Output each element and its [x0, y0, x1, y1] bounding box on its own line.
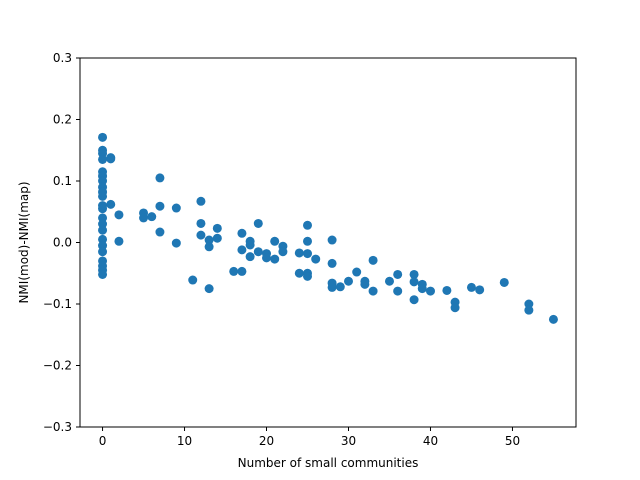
data-point [204, 235, 214, 245]
data-point [548, 314, 558, 324]
data-point [499, 277, 509, 287]
data-point [98, 176, 108, 186]
data-point [327, 258, 337, 268]
data-point [425, 286, 435, 296]
data-points [98, 132, 558, 324]
data-point [237, 266, 247, 276]
data-point [262, 253, 272, 263]
y-tick-label: 0.1 [53, 174, 72, 188]
data-point [229, 266, 239, 276]
data-point [253, 218, 263, 228]
data-point [147, 212, 157, 222]
data-point [204, 284, 214, 294]
y-axis-ticks: −0.3 −0.2 −0.1 0.0 0.1 0.2 0.3 [43, 51, 80, 434]
x-axis-label: Number of small communities [238, 456, 419, 470]
data-point [98, 247, 108, 257]
x-axis-ticks: 0 10 20 30 40 50 [99, 427, 520, 448]
data-point [368, 286, 378, 296]
data-point [303, 220, 312, 230]
data-point [98, 234, 108, 244]
data-point [450, 303, 460, 313]
data-point [98, 225, 108, 235]
data-point [106, 154, 116, 164]
data-point [114, 236, 124, 246]
data-point [196, 218, 206, 228]
data-point [98, 204, 108, 214]
data-point [278, 247, 288, 257]
data-point [98, 132, 108, 142]
data-point [253, 247, 263, 257]
y-tick-label: −0.1 [43, 297, 72, 311]
data-point [327, 282, 337, 292]
data-point [466, 282, 476, 292]
data-point [245, 240, 255, 250]
data-point [368, 255, 378, 265]
data-point [360, 279, 370, 289]
data-point [98, 269, 108, 279]
data-point [98, 154, 108, 164]
y-tick-label: 0.2 [53, 113, 72, 127]
data-point [106, 199, 116, 209]
data-point [524, 305, 534, 315]
data-point [204, 242, 214, 252]
data-point [524, 299, 534, 309]
x-tick-label: 40 [423, 434, 438, 448]
data-point [409, 295, 419, 305]
data-point [409, 277, 419, 287]
data-point [245, 252, 255, 262]
data-point [171, 238, 181, 248]
x-tick-label: 0 [99, 434, 107, 448]
data-point [98, 213, 108, 223]
y-tick-label: −0.2 [43, 359, 72, 373]
y-tick-label: −0.3 [43, 420, 72, 434]
y-axis-label: NMI(mod)-NMI(map) [17, 181, 31, 303]
data-point [344, 276, 353, 286]
data-point [196, 230, 206, 240]
data-point [303, 236, 312, 246]
data-point [155, 201, 165, 211]
data-point [155, 173, 165, 183]
data-point [311, 254, 321, 264]
data-point [155, 227, 165, 237]
y-tick-label: 0.3 [53, 51, 72, 65]
data-point [327, 235, 337, 245]
data-point [442, 285, 452, 295]
x-tick-label: 50 [505, 434, 520, 448]
data-point [294, 248, 304, 258]
data-point [237, 228, 247, 238]
data-point [196, 196, 206, 206]
data-point [270, 254, 280, 264]
data-point [98, 148, 108, 158]
data-point [270, 236, 280, 246]
data-point [335, 282, 345, 292]
data-point [114, 210, 124, 220]
data-point [384, 276, 394, 286]
data-point [393, 286, 403, 296]
data-point [212, 223, 222, 233]
data-point [188, 275, 198, 285]
data-point [417, 284, 427, 294]
data-point [303, 249, 312, 259]
data-point [212, 233, 222, 243]
data-point [139, 213, 149, 223]
data-point [98, 191, 108, 201]
data-point [98, 219, 108, 229]
data-point [237, 245, 247, 255]
data-point [409, 269, 419, 279]
data-point [294, 268, 304, 278]
y-tick-label: 0.0 [53, 236, 72, 250]
data-point [393, 269, 403, 279]
x-tick-label: 20 [259, 434, 274, 448]
x-tick-label: 30 [341, 434, 356, 448]
data-point [171, 203, 181, 213]
data-point [352, 267, 362, 277]
x-tick-label: 10 [177, 434, 192, 448]
data-point [475, 285, 485, 295]
data-point [303, 271, 312, 281]
